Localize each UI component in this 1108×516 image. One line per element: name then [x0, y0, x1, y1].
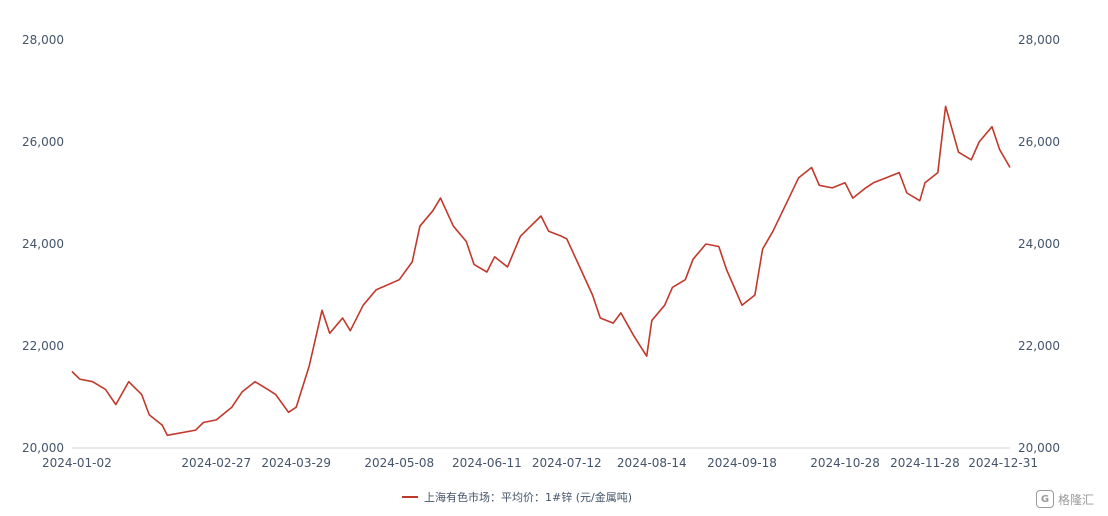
series-layer [71, 105, 1011, 437]
series-line [71, 105, 1011, 437]
x-tick-label: 2024-12-31 [968, 456, 1038, 470]
y-tick-label-left: 24,000 [22, 237, 64, 251]
legend-label: 上海有色市场：平均价：1#锌 (元/金属吨) [424, 490, 632, 504]
x-tick-label: 2024-01-02 [42, 456, 112, 470]
y-tick-label-left: 26,000 [22, 135, 64, 149]
x-tick-label: 2024-10-28 [810, 456, 880, 470]
y-tick-label-right: 26,000 [1018, 135, 1060, 149]
y-tick-label-left: 20,000 [22, 441, 64, 455]
x-tick-label: 2024-02-27 [181, 456, 251, 470]
y-tick-label-right: 24,000 [1018, 237, 1060, 251]
y-tick-label-left: 22,000 [22, 339, 64, 353]
watermark-logo-icon: G [1035, 490, 1054, 508]
y-tick-label-right: 20,000 [1018, 441, 1060, 455]
legend: 上海有色市场：平均价：1#锌 (元/金属吨) [402, 490, 632, 504]
right-y-axis: 20,000 22,000 24,000 26,000 28,000 [1018, 33, 1060, 455]
x-tick-label: 2024-05-08 [364, 456, 434, 470]
y-tick-label-right: 22,000 [1018, 339, 1060, 353]
watermark: G 格隆汇 [1035, 490, 1094, 508]
x-tick-label: 2024-06-11 [452, 456, 522, 470]
x-tick-label: 2024-03-29 [261, 456, 331, 470]
x-axis: 2024-01-02 2024-02-27 2024-03-29 2024-05-08… [42, 456, 1038, 470]
x-tick-label: 2024-07-12 [532, 456, 602, 470]
x-tick-label: 2024-09-18 [707, 456, 777, 470]
y-tick-label-left: 28,000 [22, 33, 64, 47]
watermark-text: 格隆汇 [1057, 492, 1094, 507]
left-y-axis: 20,000 22,000 24,000 26,000 28,000 [22, 33, 64, 455]
y-tick-label-right: 28,000 [1018, 33, 1060, 47]
x-tick-label: 2024-08-14 [617, 456, 687, 470]
x-tick-label: 2024-11-28 [890, 456, 960, 470]
